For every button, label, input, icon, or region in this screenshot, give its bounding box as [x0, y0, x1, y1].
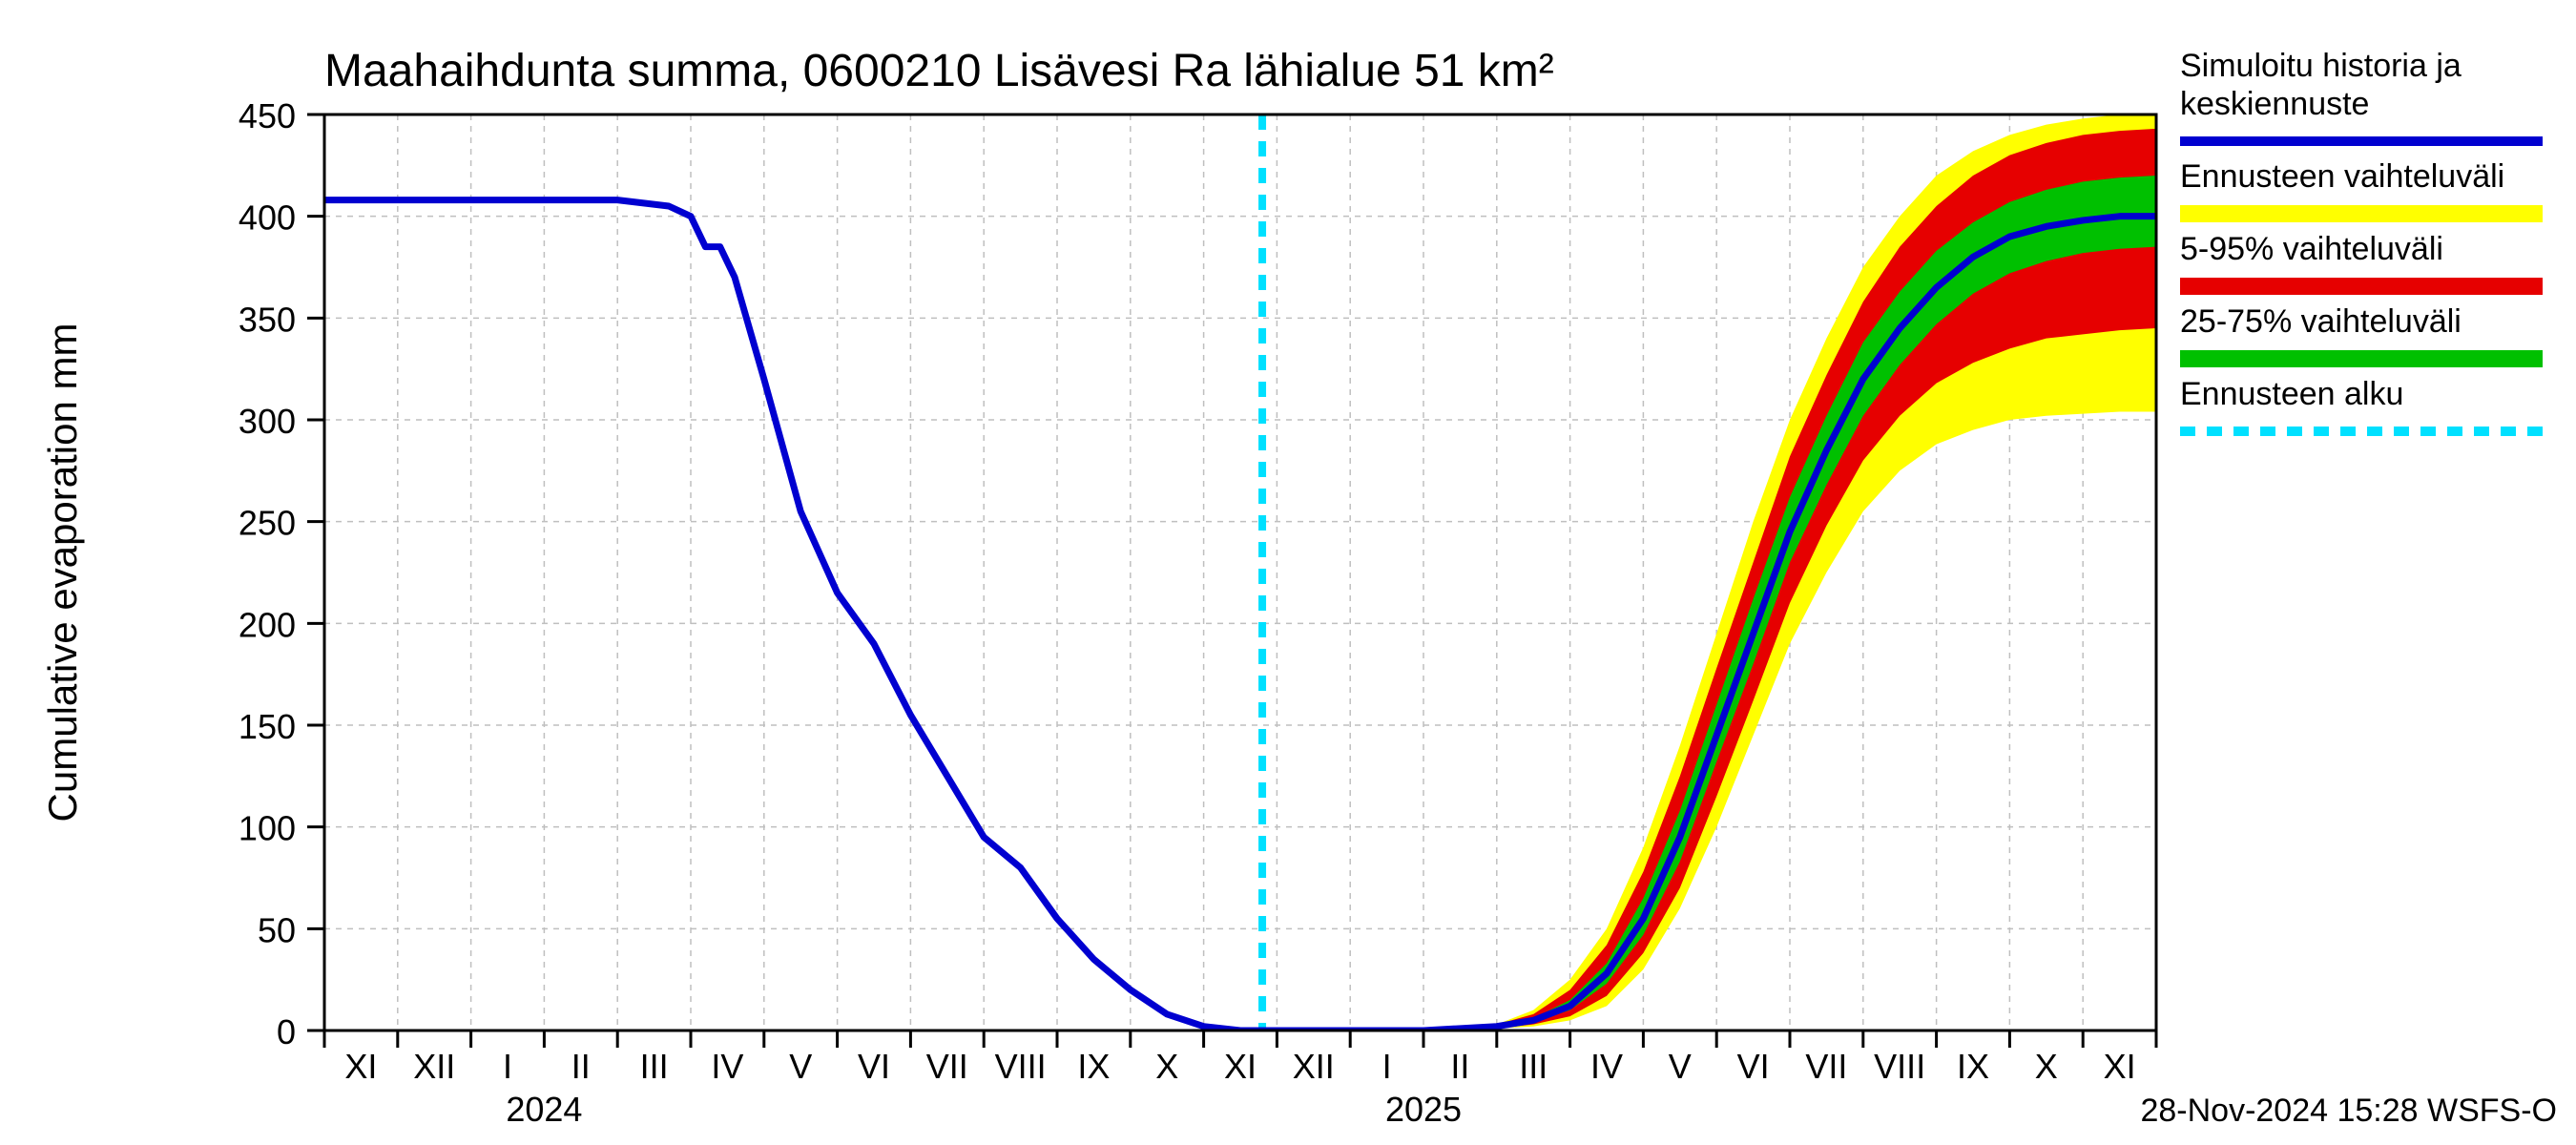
svg-text:V: V: [1669, 1047, 1692, 1086]
evaporation-chart: 050100150200250300350400450XIXIIIIIIIIIV…: [0, 0, 2576, 1145]
svg-text:150: 150: [239, 707, 296, 746]
svg-text:Simuloitu historia ja: Simuloitu historia ja: [2180, 48, 2462, 84]
svg-text:III: III: [1519, 1047, 1548, 1086]
svg-text:IX: IX: [1077, 1047, 1110, 1086]
svg-text:IV: IV: [711, 1047, 743, 1086]
svg-text:2024: 2024: [506, 1090, 582, 1129]
svg-text:X: X: [1155, 1047, 1178, 1086]
svg-text:VIII: VIII: [995, 1047, 1047, 1086]
svg-text:400: 400: [239, 198, 296, 238]
svg-text:VI: VI: [858, 1047, 890, 1086]
svg-text:200: 200: [239, 605, 296, 644]
svg-text:450: 450: [239, 96, 296, 135]
chart-footer: 28-Nov-2024 15:28 WSFS-O: [2140, 1093, 2557, 1129]
svg-text:I: I: [503, 1047, 512, 1086]
y-axis-label: Cumulative evaporation mm: [40, 323, 85, 822]
svg-text:VII: VII: [926, 1047, 968, 1086]
svg-text:VII: VII: [1805, 1047, 1847, 1086]
chart-container: 050100150200250300350400450XIXIIIIIIIIIV…: [0, 0, 2576, 1145]
svg-text:II: II: [571, 1047, 591, 1086]
svg-text:keskiennuste: keskiennuste: [2180, 86, 2369, 122]
svg-text:0: 0: [277, 1012, 296, 1051]
svg-text:III: III: [640, 1047, 669, 1086]
svg-text:250: 250: [239, 504, 296, 543]
svg-text:I: I: [1382, 1047, 1392, 1086]
svg-text:XII: XII: [413, 1047, 455, 1086]
svg-text:XI: XI: [344, 1047, 377, 1086]
svg-text:XI: XI: [2104, 1047, 2136, 1086]
chart-title: Maahaihdunta summa, 0600210 Lisävesi Ra …: [324, 46, 1554, 96]
svg-text:IX: IX: [1957, 1047, 1989, 1086]
svg-text:100: 100: [239, 809, 296, 848]
svg-text:25-75% vaihteluväli: 25-75% vaihteluväli: [2180, 303, 2462, 340]
svg-text:XI: XI: [1224, 1047, 1257, 1086]
svg-text:VIII: VIII: [1874, 1047, 1925, 1086]
svg-text:IV: IV: [1590, 1047, 1623, 1086]
svg-text:X: X: [2035, 1047, 2058, 1086]
svg-text:300: 300: [239, 402, 296, 441]
svg-text:Ennusteen vaihteluväli: Ennusteen vaihteluväli: [2180, 158, 2504, 195]
svg-text:2025: 2025: [1385, 1090, 1462, 1129]
svg-text:Ennusteen alku: Ennusteen alku: [2180, 376, 2403, 412]
svg-text:II: II: [1450, 1047, 1469, 1086]
svg-text:VI: VI: [1737, 1047, 1770, 1086]
svg-text:50: 50: [258, 910, 296, 949]
svg-text:V: V: [789, 1047, 812, 1086]
svg-text:5-95% vaihteluväli: 5-95% vaihteluväli: [2180, 231, 2443, 267]
svg-text:XII: XII: [1293, 1047, 1335, 1086]
svg-text:350: 350: [239, 300, 296, 339]
